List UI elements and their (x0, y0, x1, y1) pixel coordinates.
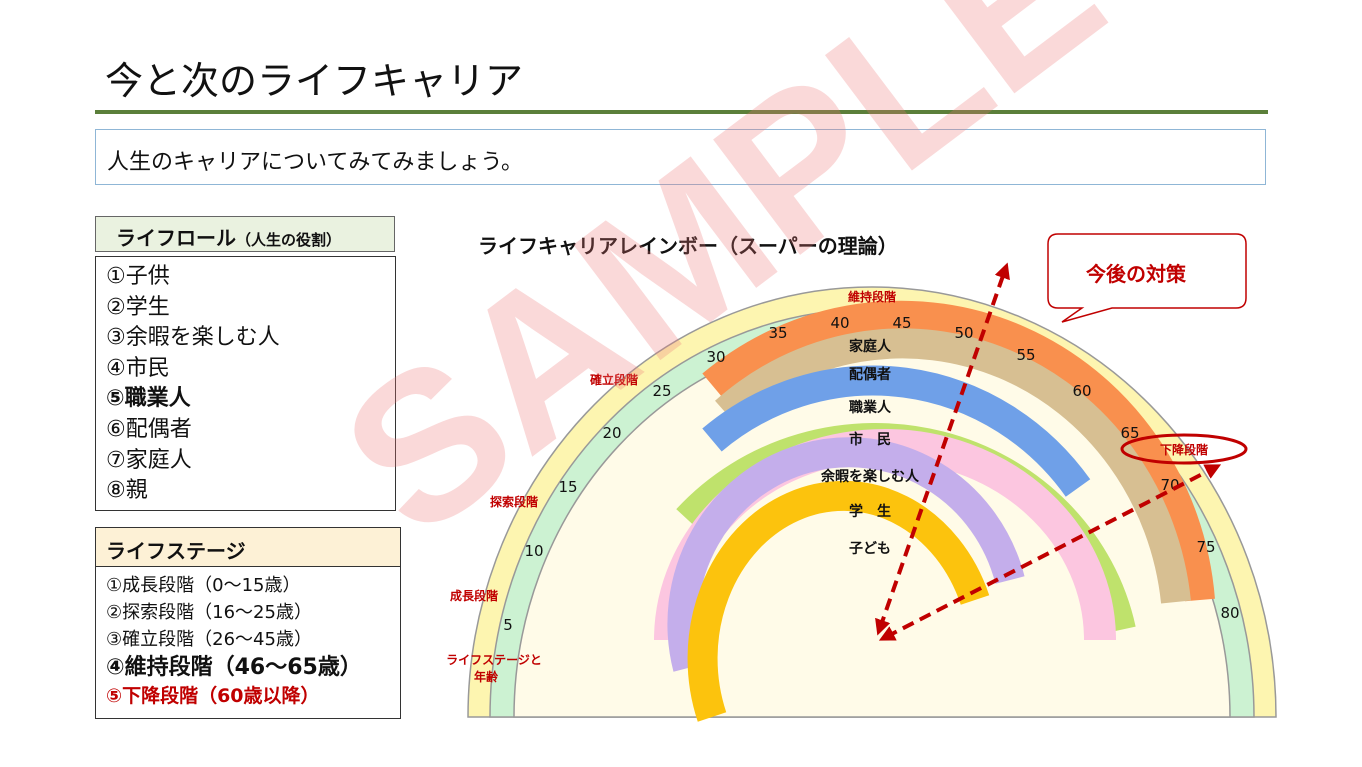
age-tick: 10 (524, 542, 543, 560)
age-tick: 75 (1196, 538, 1215, 556)
age-tick: 65 (1120, 424, 1139, 442)
life-stage-list: ①成長段階（0～15歳） ②探索段階（16～25歳） ③確立段階（26～45歳）… (95, 566, 401, 719)
age-tick: 60 (1072, 382, 1091, 400)
role-label: 職業人 (849, 399, 892, 416)
highlight-ellipse (1120, 433, 1248, 465)
age-tick: 40 (830, 314, 849, 332)
list-item: ⑤下降段階（60歳以降） (106, 685, 320, 707)
role-label: 余暇を楽しむ人 (820, 468, 920, 485)
age-tick: 80 (1220, 604, 1239, 622)
age-tick: 45 (892, 314, 911, 332)
list-item: ④市民 (106, 355, 170, 381)
list-item: ③確立段階（26～45歳） (106, 629, 312, 650)
role-label: 家庭人 (849, 338, 892, 355)
list-item: ⑦家庭人 (106, 447, 192, 473)
list-item: ①子供 (106, 264, 170, 289)
life-role-list: ①子供 ②学生 ③余暇を楽しむ人 ④市民 ⑤職業人 ⑥配偶者 ⑦家庭人 ⑧親 (95, 256, 396, 511)
age-tick: 25 (652, 382, 671, 400)
subtitle-text: 人生のキャリアについてみてみましょう。 (107, 150, 524, 175)
age-tick: 5 (503, 616, 513, 634)
stage-label: 維持段階 (848, 289, 896, 304)
age-tick: 20 (602, 424, 621, 442)
role-label: 市 民 (849, 431, 891, 448)
stage-label: 成長段階 (450, 588, 498, 603)
age-tick: 30 (706, 348, 725, 366)
life-stage-heading: ライフステージ (95, 527, 401, 567)
callout-text: 今後の対策 (1086, 262, 1186, 286)
list-item: ②探索段階（16～25歳） (106, 602, 312, 623)
stage-label: 下降段階 (1160, 442, 1208, 457)
life-role-heading: ライフロール（人生の役割） (95, 216, 395, 252)
list-item: ⑥配偶者 (106, 416, 192, 442)
arrow-right (878, 464, 1222, 641)
life-stage-title: ライフステージ (106, 539, 246, 563)
role-label: 配偶者 (849, 366, 891, 383)
list-item: ⑧親 (106, 478, 148, 504)
callout-bubble (1047, 233, 1247, 323)
life-role-title: ライフロール (116, 226, 236, 250)
list-item: ②学生 (106, 294, 170, 320)
list-item: ④維持段階（46～65歳） (106, 655, 362, 680)
age-tick: 35 (768, 324, 787, 342)
role-label: 子ども (849, 541, 891, 557)
stage-label: 確立段階 (590, 372, 638, 387)
stage-label: 探索段階 (490, 494, 538, 509)
list-item: ⑤職業人 (106, 386, 191, 412)
life-role-note: （人生の役割） (236, 231, 342, 249)
title-underline (95, 110, 1268, 114)
age-tick: 55 (1016, 346, 1035, 364)
role-label: 学 生 (849, 503, 891, 520)
axis-label: 年齢 (474, 669, 499, 684)
axis-label: ライフステージと (446, 653, 542, 667)
list-item: ③余暇を楽しむ人 (106, 325, 280, 351)
list-item: ①成長段階（0～15歳） (106, 575, 301, 596)
age-tick: 15 (558, 478, 577, 496)
subtitle-box: 人生のキャリアについてみてみましょう。 (95, 129, 1266, 185)
age-tick: 50 (954, 324, 973, 342)
rainbow-title: ライフキャリアレインボー（スーパーの理論） (478, 234, 898, 258)
page-title: 今と次のライフキャリア (105, 59, 524, 103)
